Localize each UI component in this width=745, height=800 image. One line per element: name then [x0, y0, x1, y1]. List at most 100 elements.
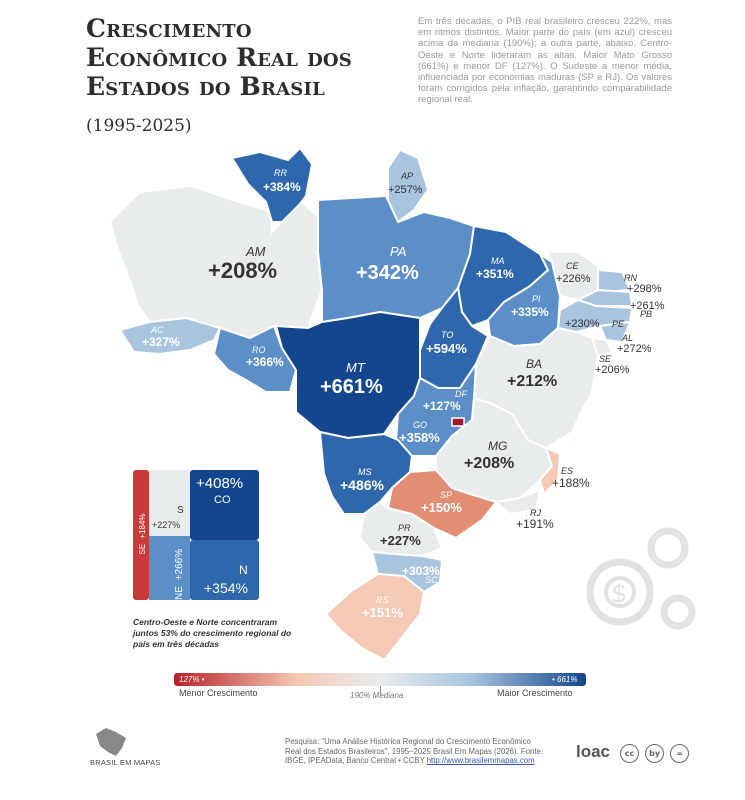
region-treemap: SE +184% S +227% +408% CO NE +266% N +35… — [133, 470, 259, 600]
label-abbr-PI: PI — [532, 294, 541, 304]
description-text: Em três décadas, o PIB real brasileiro c… — [418, 16, 672, 106]
scale-low-label: Menor Crescimento — [179, 688, 258, 698]
state-RO — [212, 324, 298, 393]
label-value-RR: +384% — [263, 180, 301, 194]
label-value-GO: +358% — [399, 430, 440, 445]
scale-median-tick — [380, 686, 381, 694]
region-s-label: S — [177, 505, 184, 516]
label-abbr-AP: AP — [400, 171, 413, 181]
state-RJ — [493, 488, 542, 516]
color-scale-bar — [174, 673, 586, 686]
label-abbr-BA: BA — [526, 357, 542, 371]
label-abbr-PB: PB — [640, 309, 652, 319]
footer-citation: Pesquisa: "Uma Análise Histórica Regiona… — [285, 737, 545, 766]
region-note: Centro-Oeste e Norte concentraram juntos… — [133, 617, 292, 649]
scale-high-label: Maior Crescimento — [497, 688, 573, 698]
label-abbr-RN: RN — [624, 273, 637, 283]
label-abbr-PR: PR — [398, 523, 411, 533]
label-abbr-SC: SC — [425, 575, 438, 585]
svg-text:$: $ — [611, 579, 628, 609]
label-value-SE: +206% — [595, 364, 630, 376]
label-abbr-MG: MG — [488, 439, 507, 453]
state-RR — [230, 146, 314, 223]
attribution-icon: by — [645, 744, 665, 763]
label-abbr-AC: AC — [150, 325, 164, 335]
label-abbr-PE: PE — [612, 319, 625, 329]
state-RS — [324, 572, 426, 662]
region-co-label: CO — [214, 494, 231, 506]
cc-icon: cc — [620, 744, 639, 763]
label-abbr-AL: AL — [621, 333, 633, 343]
region-se-value: +184% — [138, 513, 147, 538]
label-value-AL: +272% — [617, 343, 652, 355]
label-value-PA: +342% — [356, 262, 419, 284]
label-abbr-MS: MS — [358, 467, 372, 477]
state-PR — [358, 500, 444, 558]
label-value-PR: +227% — [380, 533, 421, 548]
scale-median-label: 190% Mediana — [350, 691, 404, 700]
citation-text: Pesquisa: "Uma Análise Histórica Regiona… — [285, 737, 544, 766]
label-abbr-DF: DF — [455, 389, 467, 399]
region-se-label: SE — [138, 544, 147, 555]
title-line-2: Econômico Real dos — [86, 43, 352, 72]
region-ne-text: NE +266% — [174, 549, 185, 600]
label-value-AC: +327% — [142, 335, 180, 349]
label-value-BA: +212% — [507, 373, 557, 390]
label-value-TO: +594% — [426, 341, 467, 356]
label-value-MS: +486% — [340, 477, 385, 493]
region-ne-block — [149, 536, 190, 600]
loac-logo: loac — [576, 742, 611, 761]
region-s-block — [149, 470, 190, 536]
title-line-3: Estados do Brasil — [86, 72, 325, 101]
label-value-ES: +188% — [552, 476, 590, 490]
label-value-RJ: +191% — [516, 517, 554, 531]
label-value-SP: +150% — [421, 500, 462, 515]
label-value-RO: +366% — [246, 355, 284, 369]
label-value-AM: +208% — [208, 258, 277, 283]
scale-max-value: • 661% — [552, 675, 578, 684]
label-abbr-GO: GO — [413, 420, 427, 430]
label-value-MT: +661% — [320, 376, 383, 398]
label-abbr-CE: CE — [566, 261, 579, 271]
region-se-text: SE +184% — [138, 513, 147, 554]
gears-decoration: $ — [586, 527, 696, 630]
label-abbr-SE: SE — [599, 354, 612, 364]
state-ES — [538, 446, 562, 496]
label-abbr-RO: RO — [252, 345, 266, 355]
label-value-DF: +127% — [423, 399, 461, 413]
label-abbr-MT: MT — [346, 360, 366, 375]
state-DF — [451, 417, 465, 427]
label-value-SC: +303% — [402, 564, 440, 578]
label-abbr-AM: AM — [245, 244, 266, 259]
state-AC — [118, 316, 222, 356]
region-n-value: +354% — [204, 580, 248, 596]
page-subtitle: (1995-2025) — [86, 116, 192, 136]
label-abbr-MA: MA — [491, 256, 505, 266]
label-abbr-TO: TO — [441, 330, 453, 340]
region-s-value: +227% — [152, 520, 180, 530]
region-ne-value: +266% — [174, 549, 185, 581]
label-value-PB: +261% — [630, 300, 665, 312]
region-co-value: +408% — [196, 475, 243, 492]
license-icons: cc by = — [620, 741, 690, 763]
label-value-MA: +351% — [476, 267, 514, 281]
label-value-RN: +298% — [627, 283, 662, 295]
brasil-em-mapas-logo-icon — [96, 728, 126, 756]
region-ne-label: NE — [174, 586, 185, 600]
page-title: Crescimento Econômico Real dos Estados d… — [86, 14, 406, 101]
label-abbr-RR: RR — [274, 168, 287, 178]
website-link[interactable]: http://www.brasilemmapas.com — [426, 756, 535, 766]
no-derivatives-icon: = — [670, 744, 690, 763]
region-se-block — [133, 470, 149, 600]
label-abbr-RJ: RJ — [530, 508, 541, 518]
region-n-label: N — [239, 563, 248, 577]
label-value-PI: +335% — [511, 305, 549, 319]
title-line-1: Crescimento — [86, 14, 252, 43]
label-value-AP: +257% — [388, 184, 423, 196]
brand-logo-text: BRASIL EM MAPAS — [90, 758, 161, 767]
label-value-MG: +208% — [464, 455, 514, 472]
region-co-block — [190, 470, 259, 540]
label-abbr-SP: SP — [440, 490, 452, 500]
label-value-RS: +151% — [362, 605, 403, 620]
label-abbr-ES: ES — [561, 466, 573, 476]
